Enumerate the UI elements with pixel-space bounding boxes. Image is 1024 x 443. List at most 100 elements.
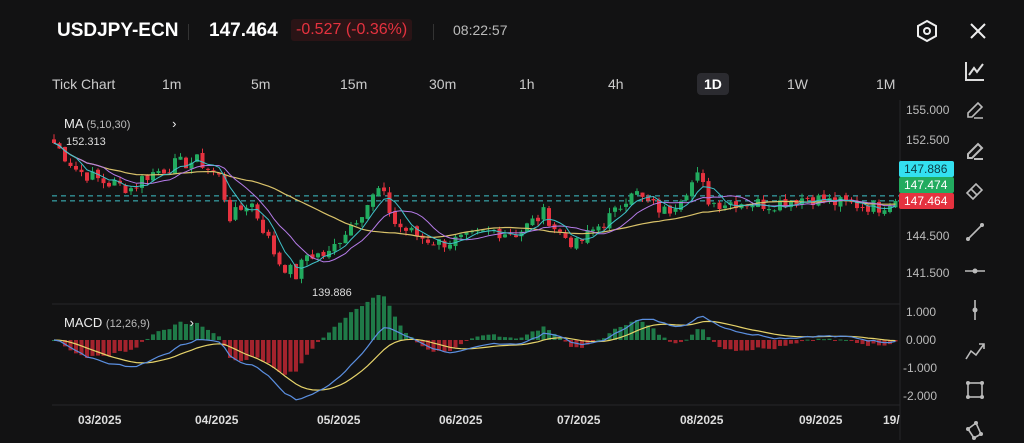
macd-histogram-bar <box>701 329 705 340</box>
chart-type-icon[interactable] <box>963 59 987 83</box>
hexagon-settings-icon[interactable] <box>915 19 939 48</box>
candle-up <box>112 180 117 186</box>
tab-1m[interactable]: 1M <box>876 76 896 92</box>
tab-1m[interactable]: 1m <box>162 76 182 92</box>
candle-down <box>294 263 298 280</box>
macd-histogram-bar <box>800 340 804 342</box>
macd-histogram-bar <box>767 340 771 349</box>
macd-histogram-bar <box>464 340 469 341</box>
candle-up <box>662 206 667 214</box>
candle-up <box>772 210 777 212</box>
macd-histogram-bar <box>239 340 243 362</box>
candle-up <box>338 243 342 245</box>
candle-up <box>673 208 678 212</box>
tab-1h[interactable]: 1h <box>519 76 535 92</box>
candle-down <box>228 199 232 222</box>
chevron-right-icon[interactable]: › <box>172 116 177 131</box>
tab-15m[interactable]: 15m <box>340 76 368 92</box>
macd-histogram-bar <box>233 340 238 361</box>
candle-down <box>134 187 139 189</box>
ma-legend[interactable]: MA (5,10,30) › <box>64 116 176 131</box>
macd-histogram-bar <box>195 322 199 340</box>
tab-5m[interactable]: 5m <box>251 76 271 92</box>
polyline-icon[interactable] <box>963 339 987 363</box>
candle-up <box>690 182 694 197</box>
macd-histogram-bar <box>101 340 106 356</box>
macd-signal-line <box>53 320 896 391</box>
candle-up <box>459 234 463 238</box>
macd-histogram-bar <box>855 340 859 344</box>
macd-histogram-bar <box>503 337 507 340</box>
candle-up <box>129 188 133 192</box>
horizontal-line-icon[interactable] <box>963 259 987 283</box>
macd-histogram-bar <box>673 340 678 344</box>
chevron-right-icon[interactable]: › <box>189 315 194 330</box>
candle-down <box>668 205 672 214</box>
macd-histogram-bar <box>338 322 342 340</box>
macd-histogram-bar <box>112 340 117 353</box>
macd-histogram-bar <box>156 331 161 340</box>
tab-1d[interactable]: 1D <box>697 73 729 95</box>
tab-4h[interactable]: 4h <box>608 76 624 92</box>
date-label: 19/ <box>883 413 900 427</box>
trend-line-icon[interactable] <box>963 220 987 244</box>
candle-up <box>888 205 892 213</box>
date-label: 04/2025 <box>195 413 239 427</box>
candle-down <box>398 223 403 228</box>
macd-histogram-bar <box>272 340 276 368</box>
macd-histogram-bar <box>706 337 711 340</box>
macd-histogram-bar <box>79 340 84 356</box>
candle-up <box>585 230 590 243</box>
candle-up <box>728 202 733 205</box>
macd-histogram-bar <box>778 340 782 346</box>
rectangle-icon[interactable] <box>963 378 987 402</box>
candle-down <box>255 204 260 219</box>
macd-histogram-bar <box>580 340 584 348</box>
candle-up <box>723 205 727 209</box>
candle-up <box>316 253 320 258</box>
macd-histogram-bar <box>448 340 452 352</box>
candle-down <box>547 208 551 226</box>
ma10-line <box>53 142 896 263</box>
macd-histogram-bar <box>844 339 848 341</box>
candle-down <box>167 172 172 174</box>
macd-histogram-bar <box>85 340 89 358</box>
symbol-name[interactable]: USDJPY-ECN <box>57 20 179 41</box>
macd-histogram-bar <box>569 340 573 347</box>
brush-icon[interactable] <box>963 139 987 163</box>
candle-up <box>838 197 843 207</box>
eraser-icon[interactable] <box>963 179 987 203</box>
candle-down <box>101 178 106 184</box>
candle-up <box>684 195 689 201</box>
macd-params: (12,26,9) <box>105 318 150 330</box>
macd-histogram-bar <box>783 340 788 346</box>
candle-up <box>607 213 612 229</box>
macd-histogram-bar <box>250 340 254 357</box>
close-icon[interactable] <box>967 20 989 47</box>
high-label: 152.313 <box>66 136 106 148</box>
tab-1w[interactable]: 1W <box>787 76 808 92</box>
macd-histogram-bar <box>519 337 524 340</box>
candle-down <box>107 182 111 187</box>
candle-up <box>635 191 639 195</box>
candle-up <box>503 234 507 238</box>
macd-histogram-bar <box>382 296 386 340</box>
macd-legend[interactable]: MACD (12,26,9) › <box>64 315 194 330</box>
polygon-icon[interactable] <box>963 418 987 442</box>
candle-up <box>365 205 370 219</box>
candle-down <box>206 168 210 170</box>
candle-up <box>376 188 381 196</box>
date-label: 09/2025 <box>799 413 843 427</box>
macd-histogram-bar <box>497 336 502 340</box>
macd-histogram-bar <box>470 338 474 340</box>
macd-histogram-bar <box>629 321 634 340</box>
tab-30m[interactable]: 30m <box>429 76 457 92</box>
vertical-line-icon[interactable] <box>963 298 987 322</box>
candle-down <box>266 231 271 236</box>
candle-down <box>68 162 73 166</box>
pencil-icon[interactable] <box>963 98 987 122</box>
macd-histogram-bar <box>453 340 458 348</box>
ma-params: (5,10,30) <box>86 119 131 131</box>
tab-tick-chart[interactable]: Tick Chart <box>52 76 116 92</box>
